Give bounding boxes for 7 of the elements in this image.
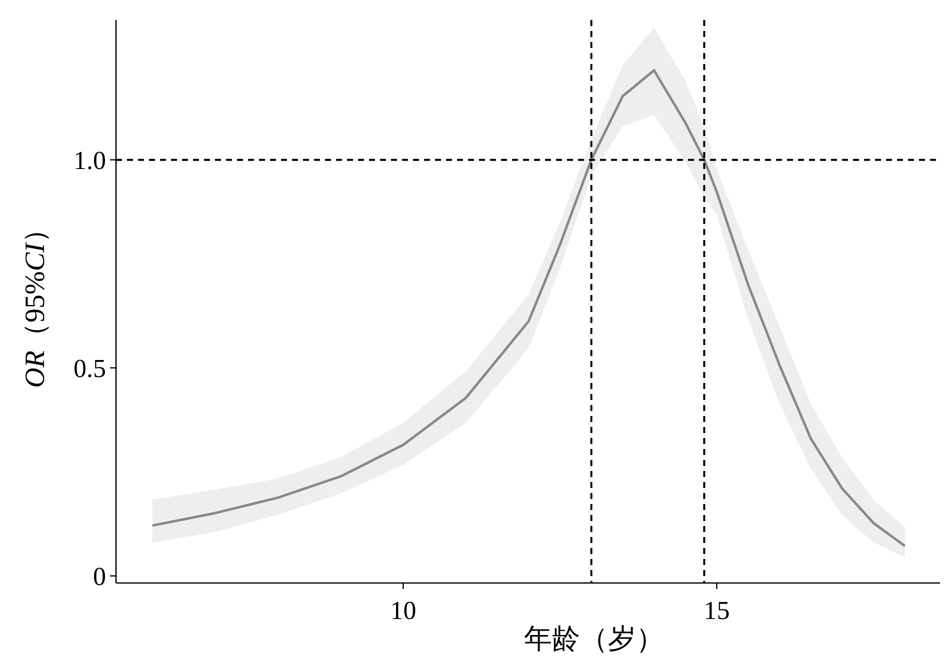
x-tick-label: 15	[704, 596, 730, 625]
x-tick-label: 10	[390, 596, 416, 625]
x-axis-title: 年龄（岁）	[524, 624, 664, 655]
y-tick-label: 1.0	[74, 146, 106, 175]
y-tick-label: 0	[93, 562, 106, 591]
y-axis-title: OR（95%CI）	[20, 215, 51, 388]
y-tick-label: 0.5	[74, 354, 106, 383]
